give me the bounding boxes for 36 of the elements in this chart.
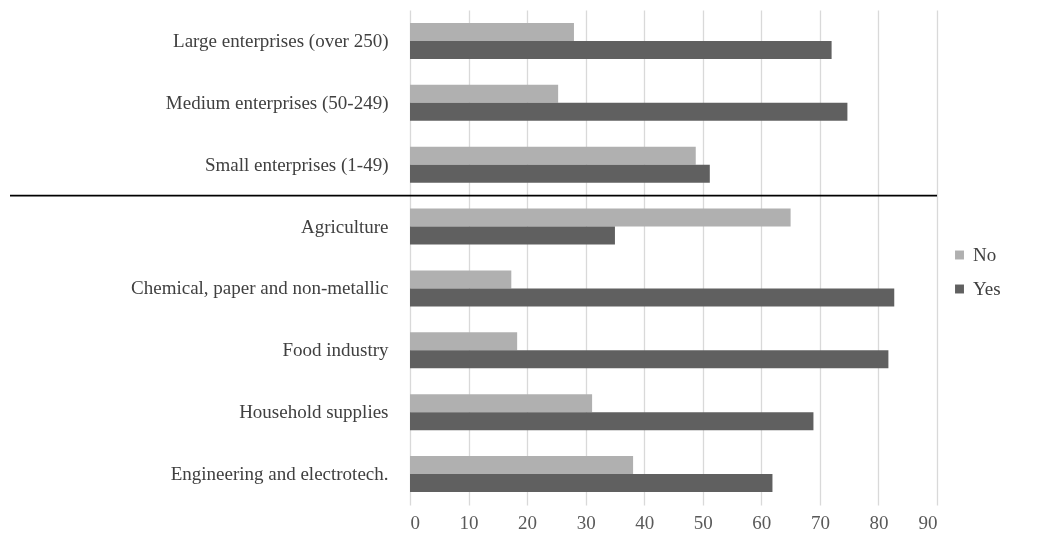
bar [410,332,518,351]
y-tick-label: Large enterprises (over 250) [173,29,389,52]
x-tick-label: 40 [635,511,655,533]
bar [410,412,814,431]
bar [410,456,634,475]
y-tick-label: Engineering and electrotech. [170,463,389,485]
bar [410,40,832,59]
legend-label: No [973,244,997,265]
x-tick-label: 80 [869,511,889,533]
y-tick-label: Chemical, paper and non-metallic [131,277,389,299]
y-tick-label: Medium enterprises (50-249) [165,91,389,114]
bar [410,22,574,41]
bar [410,146,696,165]
x-tick-label: 60 [752,511,772,533]
bar [410,164,710,183]
x-tick-label: 50 [693,511,713,533]
x-tick-label: 30 [576,511,596,533]
bar [410,84,559,103]
y-tick-label: Agriculture [300,215,389,237]
bar [410,394,593,413]
bar [410,474,773,493]
x-tick-label: 20 [518,511,538,533]
x-tick-label: 70 [810,511,830,533]
legend-label: Yes [973,278,1001,299]
bar [410,270,512,289]
y-tick-label: Household supplies [239,401,389,423]
y-tick-label: Small enterprises (1-49) [204,153,389,176]
bar [410,288,895,307]
x-tick-label: 90 [918,511,938,533]
x-tick-label: 10 [459,511,479,533]
x-tick-label: 0 [410,511,420,533]
bar [410,226,615,245]
bar [410,350,889,369]
bar [410,102,848,121]
y-tick-label: Food industry [282,339,389,361]
bar [410,208,791,227]
